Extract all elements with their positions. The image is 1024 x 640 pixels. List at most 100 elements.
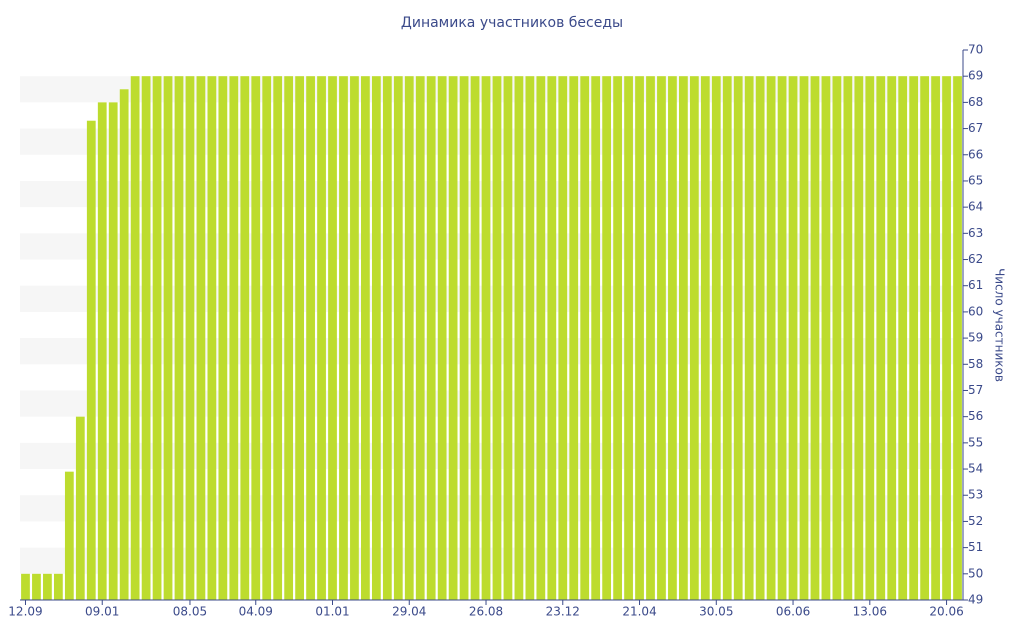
bar (810, 76, 820, 600)
bar (898, 76, 908, 600)
bar (306, 76, 315, 600)
x-tick-label: 06.06 (776, 605, 810, 619)
bar (295, 76, 304, 600)
bar (711, 76, 721, 600)
bar (843, 76, 853, 600)
bar (108, 102, 118, 600)
bar (525, 76, 535, 600)
bar (21, 573, 30, 600)
bar (931, 76, 940, 600)
bar (755, 76, 765, 600)
x-tick-label: 30.05 (699, 605, 733, 619)
bar (492, 76, 502, 600)
bar (262, 76, 272, 600)
bar (404, 76, 414, 600)
y-tick-label: 58 (968, 357, 983, 371)
bar (613, 76, 622, 600)
y-tick-label: 55 (968, 435, 983, 449)
bar (668, 76, 677, 600)
bar (459, 76, 469, 600)
y-tick-label: 56 (968, 409, 983, 423)
y-tick-label: 61 (968, 278, 983, 292)
bar (733, 76, 743, 600)
x-tick-label: 12.09 (8, 605, 42, 619)
bar (317, 76, 326, 600)
y-tick-label: 54 (968, 462, 983, 476)
y-tick-label: 69 (968, 69, 983, 83)
bar (437, 76, 447, 600)
y-tick-label: 70 (968, 43, 983, 57)
bar (602, 76, 612, 600)
x-tick-label: 04.09 (239, 605, 273, 619)
chart-title: Динамика участников беседы (401, 15, 623, 31)
bar (536, 76, 546, 600)
bar (119, 89, 129, 601)
bar (350, 76, 359, 600)
bar (448, 76, 458, 600)
bar (569, 76, 579, 600)
bar (777, 76, 787, 600)
y-tick-label: 63 (968, 226, 983, 240)
bar (799, 76, 809, 600)
bar (43, 573, 52, 600)
bar (130, 76, 140, 600)
bar (141, 76, 151, 600)
x-tick-label: 29.04 (392, 605, 426, 619)
bar (953, 76, 962, 600)
bar (624, 76, 633, 600)
bar (382, 76, 392, 600)
x-tick-label: 26.08 (469, 605, 503, 619)
x-tick-label: 09.01 (85, 605, 119, 619)
y-axis-label: Число участников (993, 268, 1007, 382)
bar (942, 76, 951, 600)
bar (371, 76, 381, 600)
y-tick-label: 68 (968, 95, 983, 109)
bar (832, 76, 842, 600)
y-tick-label: 62 (968, 252, 983, 266)
y-tick-label: 53 (968, 488, 983, 502)
bar (876, 76, 886, 600)
x-tick-label: 08.05 (173, 605, 207, 619)
bar (514, 76, 524, 600)
bar (766, 76, 776, 600)
bar (86, 120, 96, 600)
y-tick-label: 57 (968, 383, 983, 397)
y-tick-label: 67 (968, 121, 983, 135)
y-tick-label: 66 (968, 147, 983, 161)
bar (207, 76, 217, 600)
bar (426, 76, 436, 600)
y-tick-label: 65 (968, 173, 983, 187)
x-tick-label: 01.01 (315, 605, 349, 619)
bar (657, 76, 666, 600)
bar (152, 76, 162, 600)
bar (196, 76, 206, 600)
bar (470, 76, 480, 600)
y-tick-label: 59 (968, 331, 983, 345)
y-tick-label: 49 (968, 593, 983, 607)
bar (503, 76, 513, 600)
x-tick-label: 13.06 (853, 605, 887, 619)
bar (174, 76, 184, 600)
bar (887, 76, 897, 600)
bar (361, 76, 370, 600)
bar (635, 76, 644, 600)
bar (393, 76, 403, 600)
bar (328, 76, 337, 600)
bar (218, 76, 228, 600)
bar (547, 76, 557, 600)
bar (679, 76, 688, 600)
bar (646, 76, 655, 600)
bar (920, 76, 930, 600)
bar (865, 76, 875, 600)
bar (284, 76, 294, 600)
bar (53, 573, 63, 600)
y-tick-label: 51 (968, 540, 983, 554)
bar (580, 76, 590, 600)
bar (229, 76, 239, 600)
bar (821, 76, 831, 600)
bar (700, 76, 710, 600)
bar (854, 76, 864, 600)
bar (788, 76, 798, 600)
bar (481, 76, 491, 600)
